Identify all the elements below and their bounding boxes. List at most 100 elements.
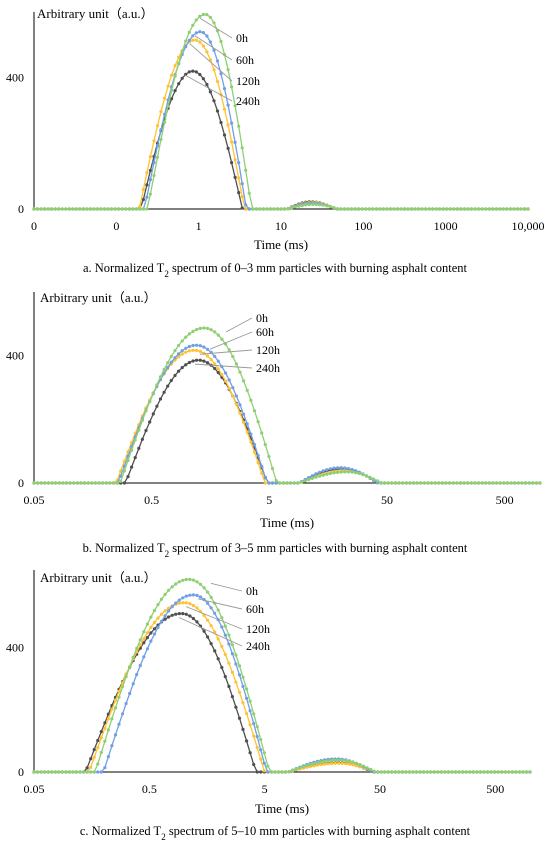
data-point <box>195 593 199 598</box>
data-point <box>475 770 479 774</box>
data-point <box>198 349 202 353</box>
data-point <box>96 762 100 766</box>
data-point <box>237 716 242 720</box>
data-point <box>237 124 241 128</box>
data-point <box>71 770 75 774</box>
data-point <box>346 470 350 474</box>
data-point <box>216 371 220 375</box>
data-point <box>86 481 90 485</box>
data-point <box>198 344 202 348</box>
data-point <box>50 207 54 211</box>
data-point <box>521 770 525 774</box>
data-point <box>174 582 178 586</box>
data-point <box>215 29 220 33</box>
data-point <box>296 481 300 485</box>
data-point <box>166 384 170 388</box>
data-point <box>163 112 167 116</box>
data-point <box>248 699 252 703</box>
x-tick-label: 50 <box>381 493 393 507</box>
data-point <box>92 770 96 774</box>
data-point <box>117 689 121 694</box>
data-point <box>201 30 205 35</box>
data-point <box>262 751 266 755</box>
data-point <box>215 59 220 63</box>
data-point <box>231 355 235 359</box>
data-point <box>241 684 245 689</box>
data-point <box>163 120 167 124</box>
data-point <box>332 466 336 470</box>
data-point <box>507 770 511 774</box>
data-point <box>315 761 319 765</box>
data-point <box>364 474 369 478</box>
data-point <box>354 761 358 765</box>
y-tick-label: 0 <box>18 202 24 216</box>
data-point <box>393 481 397 485</box>
data-point <box>503 770 507 774</box>
data-point <box>446 770 451 774</box>
data-point <box>234 705 238 709</box>
data-point <box>142 655 146 659</box>
data-point <box>230 670 234 675</box>
data-point <box>393 770 397 774</box>
data-point <box>350 470 354 474</box>
data-point <box>293 205 297 209</box>
data-point <box>135 646 139 651</box>
data-point <box>300 203 304 208</box>
data-point <box>292 481 296 485</box>
data-point <box>222 107 227 111</box>
data-point <box>245 687 249 691</box>
data-point <box>99 207 103 211</box>
data-point <box>340 758 344 762</box>
data-point <box>245 696 249 701</box>
data-point <box>241 701 245 705</box>
data-point <box>534 481 539 485</box>
data-point <box>115 481 119 485</box>
x-tick-label: 100 <box>354 219 372 233</box>
data-point <box>401 481 405 485</box>
series-line-0h <box>34 327 540 484</box>
data-point <box>230 643 234 647</box>
data-point <box>222 133 227 137</box>
data-point <box>85 207 89 211</box>
data-point <box>159 597 164 601</box>
data-point <box>198 358 202 362</box>
data-point <box>180 49 184 54</box>
data-point <box>162 390 166 394</box>
data-point <box>216 333 220 337</box>
data-point <box>177 82 181 86</box>
data-point <box>122 481 126 485</box>
data-point <box>433 481 437 485</box>
data-point <box>379 770 383 774</box>
data-point <box>432 770 436 774</box>
data-point <box>177 601 181 605</box>
data-point <box>256 453 260 457</box>
data-point <box>240 182 244 186</box>
data-point <box>148 400 152 404</box>
data-point <box>141 197 145 202</box>
data-point <box>159 619 164 623</box>
series-120h <box>32 38 530 211</box>
data-point <box>212 21 216 25</box>
data-point <box>201 12 205 17</box>
data-point <box>173 356 177 360</box>
leader-line-240h <box>194 363 253 369</box>
data-point <box>361 764 366 768</box>
series-line-120h <box>34 39 528 210</box>
data-point <box>173 89 177 93</box>
data-point <box>450 770 454 774</box>
data-point <box>343 470 347 474</box>
data-point <box>427 207 431 211</box>
data-point <box>106 717 110 721</box>
data-point <box>230 121 234 125</box>
data-point <box>57 207 61 211</box>
data-point <box>501 207 505 211</box>
data-point <box>209 357 213 362</box>
data-point <box>307 203 311 207</box>
data-point <box>303 479 307 483</box>
series-60h <box>32 593 532 774</box>
data-point <box>54 481 58 485</box>
data-point <box>226 103 230 107</box>
data-point <box>443 770 447 774</box>
data-point <box>240 195 244 199</box>
data-point <box>230 652 234 656</box>
